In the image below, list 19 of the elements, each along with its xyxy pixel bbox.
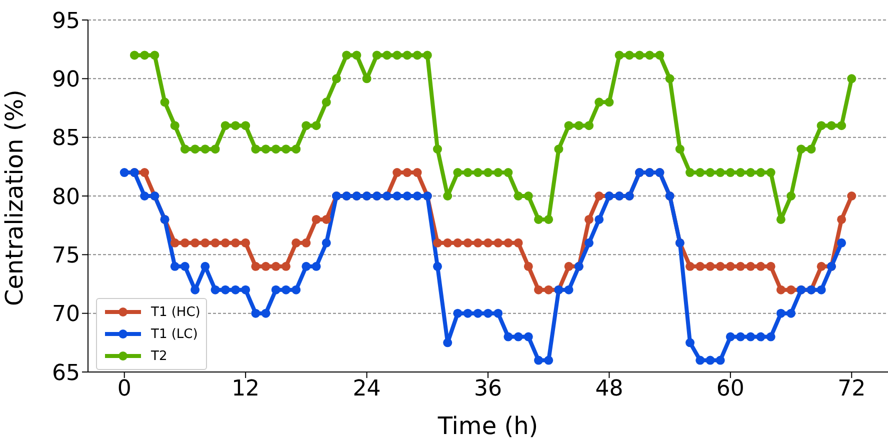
x-tick-label: 48 (595, 376, 624, 402)
y-tick-label: 95 (52, 8, 80, 34)
x-tick-label: 60 (716, 376, 744, 402)
legend-label: T1 (LC) (151, 326, 198, 342)
x-tick-label: 12 (232, 376, 260, 402)
x-tick-label: 24 (352, 376, 381, 402)
x-tick-label: 36 (474, 376, 502, 402)
x-axis-title: Time (h) (436, 412, 538, 440)
y-tick-label: 85 (52, 126, 80, 152)
y-tick-label: 70 (52, 302, 80, 328)
y-axis-title: Centralization (%) (0, 90, 29, 306)
y-tick-label: 75 (52, 243, 80, 268)
legend-label: T2 (151, 348, 168, 364)
x-tick-label: 72 (838, 376, 866, 402)
y-tick-label: 90 (52, 67, 80, 92)
y-tick-label: 65 (52, 360, 80, 386)
y-tick-label: 80 (52, 184, 80, 210)
legend-label: T1 (HC) (151, 304, 200, 320)
x-tick-label: 0 (117, 376, 132, 402)
